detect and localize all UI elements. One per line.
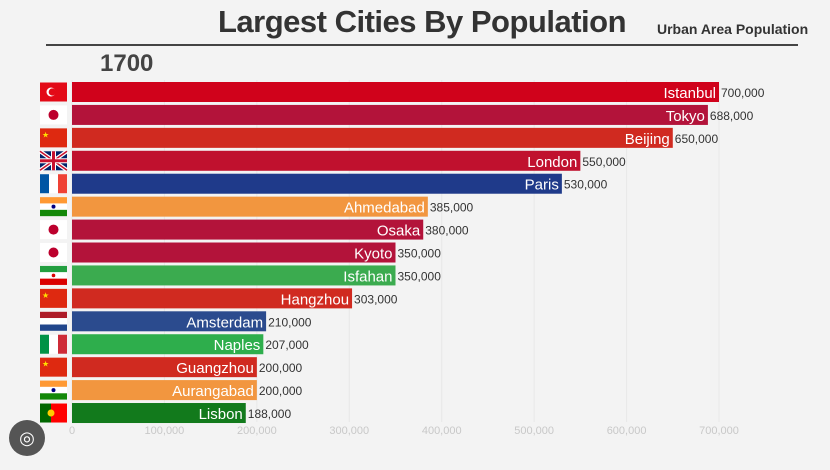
bar-value-label: 200,000 (259, 384, 303, 398)
flag-netherlands-icon (40, 311, 67, 331)
bar-value-label: 380,000 (425, 224, 469, 238)
bar-value-label: 207,000 (265, 338, 309, 352)
bar-value-label: 350,000 (398, 247, 442, 261)
bar (72, 334, 264, 355)
flag-iran-icon (40, 265, 67, 285)
lens-search-icon[interactable]: ◎ (9, 420, 45, 456)
flag-japan-icon (40, 105, 67, 125)
svg-text:★: ★ (42, 360, 49, 369)
bar-value-label: 530,000 (564, 178, 608, 192)
year-label: 1700 (100, 50, 154, 77)
bar (72, 357, 257, 378)
flag-portugal-icon (40, 403, 67, 423)
bar (72, 196, 428, 217)
title-divider (46, 44, 798, 46)
bar-value-label: 550,000 (582, 155, 626, 169)
flag-france-icon (40, 174, 67, 194)
bar-city-label: Hangzhou (281, 291, 349, 308)
x-tick-label: 700,000 (699, 425, 739, 437)
bar-city-label: Guangzhou (176, 360, 254, 377)
bar-city-label: Osaka (377, 223, 421, 240)
bar-value-label: 700,000 (721, 86, 765, 100)
bar-value-label: 650,000 (675, 132, 719, 146)
flag-china-icon: ★ (40, 288, 67, 308)
bar (72, 104, 708, 125)
bar (72, 403, 246, 424)
bar (72, 127, 673, 148)
bar-value-label: 188,000 (248, 407, 292, 421)
bar-value-label: 350,000 (398, 269, 442, 283)
bar-value-label: 688,000 (710, 109, 754, 123)
x-tick-label: 0 (69, 425, 75, 437)
x-tick-label: 500,000 (514, 425, 554, 437)
bar-city-label: Lisbon (199, 406, 243, 423)
bar-value-label: 200,000 (259, 361, 303, 375)
flag-turkey-icon (40, 82, 67, 102)
bar (72, 82, 719, 102)
bar (72, 311, 267, 332)
bar-city-label: London (527, 154, 577, 171)
bar-city-label: Kyoto (354, 246, 392, 263)
bar-city-label: Aurangabad (172, 383, 254, 400)
chart-subtitle: Urban Area Population (657, 21, 809, 37)
flag-china-icon: ★ (40, 357, 67, 377)
bar-value-label: 210,000 (268, 315, 312, 329)
bar-city-label: Istanbul (663, 85, 716, 102)
bar-city-label: Naples (214, 337, 261, 354)
bar-city-label: Paris (525, 177, 559, 194)
flag-italy-icon (40, 334, 67, 354)
flag-uk-icon (38, 149, 69, 172)
x-tick-label: 400,000 (422, 425, 462, 437)
bar-city-label: Amsterdam (186, 314, 263, 331)
x-tick-label: 300,000 (329, 425, 369, 437)
x-tick-label: 200,000 (237, 425, 277, 437)
flag-japan-icon (40, 243, 67, 263)
bar (72, 242, 396, 263)
bar (72, 288, 353, 309)
flag-china-icon: ★ (40, 128, 67, 148)
svg-text:★: ★ (42, 130, 49, 139)
bar (72, 173, 562, 194)
bar-city-label: Tokyo (666, 108, 705, 125)
chart-title: Largest Cities By Population (218, 4, 627, 39)
bar (72, 150, 581, 171)
x-tick-label: 100,000 (145, 425, 185, 437)
bar-city-label: Beijing (625, 131, 670, 148)
flag-india-icon (40, 197, 67, 217)
bar (72, 380, 257, 401)
bar-city-label: Ahmedabad (344, 200, 425, 217)
bar-value-label: 385,000 (430, 201, 474, 215)
bar-value-label: 303,000 (354, 292, 398, 306)
x-tick-label: 600,000 (607, 425, 647, 437)
bar (72, 219, 424, 240)
svg-text:★: ★ (42, 291, 49, 300)
flag-japan-icon (40, 220, 67, 240)
bar-city-label: Isfahan (343, 268, 392, 285)
bar (72, 265, 396, 286)
flag-india-icon (40, 380, 67, 400)
